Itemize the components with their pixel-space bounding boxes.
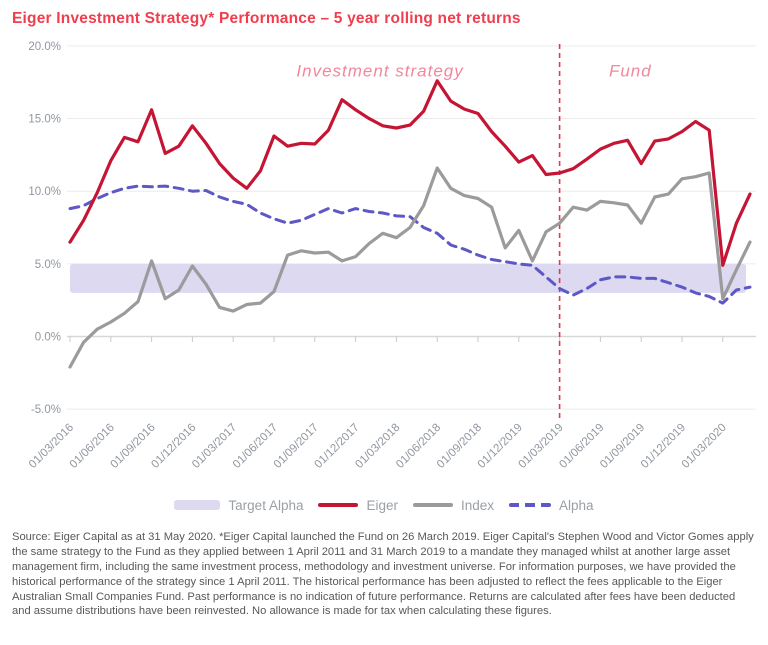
svg-text:Investment strategy: Investment strategy <box>296 61 464 80</box>
legend-item-eiger: Eiger <box>318 498 398 513</box>
legend-label-eiger: Eiger <box>366 497 398 513</box>
svg-text:0.0%: 0.0% <box>35 332 61 344</box>
svg-text:-5.0%: -5.0% <box>31 404 61 416</box>
eiger-line-swatch <box>318 503 359 507</box>
chart-svg: 20.0%15.0%10.0%5.0%0.0%-5.0%01/03/201601… <box>27 41 756 471</box>
svg-text:20.0%: 20.0% <box>28 41 61 53</box>
svg-text:5.0%: 5.0% <box>35 259 61 271</box>
svg-text:Fund: Fund <box>609 61 652 80</box>
target-alpha-swatch <box>174 500 221 510</box>
legend-item-target-alpha: Target Alpha <box>174 498 303 513</box>
svg-text:10.0%: 10.0% <box>28 186 61 198</box>
footnote: Source: Eiger Capital as at 31 May 2020.… <box>12 531 754 618</box>
legend-label-index: Index <box>461 497 495 513</box>
legend-label-alpha: Alpha <box>559 497 594 513</box>
alpha-dash-swatch <box>509 503 552 507</box>
legend: Target Alpha Eiger Index Alpha <box>0 496 768 514</box>
legend-label-target-alpha: Target Alpha <box>228 497 304 513</box>
index-line-swatch <box>413 503 453 507</box>
svg-text:15.0%: 15.0% <box>28 114 61 126</box>
svg-text:01/03/2020: 01/03/2020 <box>680 422 729 471</box>
page-title: Eiger Investment Strategy* Performance –… <box>12 10 521 27</box>
legend-item-index: Index <box>413 498 494 513</box>
legend-item-alpha: Alpha <box>509 498 594 513</box>
